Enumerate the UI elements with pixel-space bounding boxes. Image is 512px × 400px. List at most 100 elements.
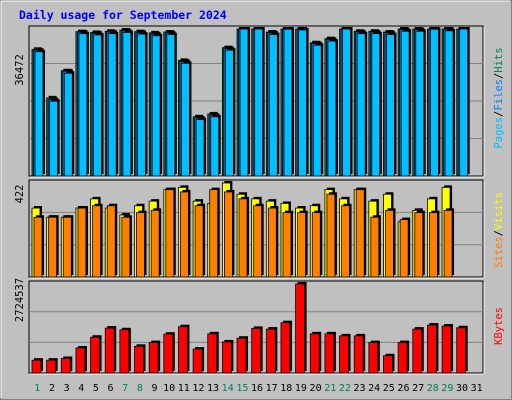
bar-pages-14 [224, 49, 234, 177]
bar-kbytes-5 [90, 336, 100, 374]
legend-panel-3: KBytes [493, 307, 505, 345]
bar-pages-26 [400, 30, 410, 177]
x-tick-label: 18 [280, 383, 292, 394]
legend-panel-2: Sites/Visits [493, 192, 505, 268]
bar-kbytes-27 [412, 328, 423, 374]
bar-sites-27 [414, 212, 424, 278]
bar-kbytes-1 [31, 359, 42, 374]
bar-sites-2 [48, 216, 58, 278]
bar-pages-30 [459, 28, 469, 177]
x-tick-label: 7 [122, 383, 128, 394]
bar-sites-24 [370, 216, 380, 278]
bar-pages-7 [122, 32, 132, 177]
bar-sites-29 [443, 209, 453, 278]
bar-pages-2 [49, 100, 59, 177]
x-tick-label: 28 [427, 383, 439, 394]
bar-kbytes-18 [280, 322, 291, 374]
bar-pages-19 [298, 29, 308, 177]
x-tick-label: 13 [207, 383, 219, 394]
bar-pages-28 [430, 28, 439, 177]
x-tick-label: 1 [34, 383, 40, 394]
bar-sites-6 [106, 205, 116, 278]
legend-pages: Pages [493, 117, 505, 149]
y-tick-label-panel-1: 36472 [14, 54, 26, 86]
bar-sites-15 [238, 198, 248, 278]
bar-kbytes-29 [441, 325, 452, 374]
bar-pages-17 [268, 34, 278, 177]
bar-kbytes-30 [456, 327, 467, 374]
bar-sites-26 [399, 219, 409, 278]
bar-sites-3 [62, 216, 72, 278]
bar-kbytes-3 [60, 358, 71, 374]
bar-pages-1 [34, 51, 44, 177]
bar-kbytes-19 [295, 283, 306, 374]
x-tick-label: 26 [397, 383, 409, 394]
bar-kbytes-9 [148, 342, 159, 374]
bar-pages-3 [63, 72, 73, 177]
legend-text: KBytes [493, 307, 505, 345]
bar-kbytes-13 [207, 333, 218, 374]
bar-sites-22 [341, 205, 350, 278]
bar-pages-29 [444, 30, 454, 177]
legend-sites: Sites [493, 236, 505, 268]
x-tick-label: 12 [192, 383, 204, 394]
x-tick-label: 2 [49, 383, 55, 394]
bar-sites-23 [355, 189, 365, 278]
bar-kbytes-15 [236, 337, 247, 374]
x-tick-label: 30 [456, 383, 468, 394]
bar-pages-6 [107, 33, 117, 177]
x-tick-label: 20 [310, 383, 322, 394]
x-tick-label: 21 [324, 383, 336, 394]
x-tick-label: 25 [383, 383, 395, 394]
bar-sites-11 [180, 191, 189, 278]
bar-pages-10 [166, 34, 176, 177]
x-tick-label: 4 [78, 383, 84, 394]
x-tick-label: 10 [163, 383, 175, 394]
y-tick-label-panel-3: 2724537 [14, 278, 26, 322]
bars [31, 27, 470, 374]
bar-kbytes-24 [368, 342, 379, 374]
bar-sites-19 [297, 212, 307, 278]
bar-sites-28 [429, 212, 438, 278]
bar-pages-12 [195, 119, 205, 177]
x-tick-label: 24 [368, 383, 380, 394]
y-tick-label-panel-2: 422 [14, 185, 26, 204]
bar-pages-20 [312, 44, 322, 177]
bar-kbytes-4 [75, 347, 86, 374]
x-tick-label: 5 [93, 383, 99, 394]
bar-pages-11 [181, 62, 190, 177]
bar-sites-9 [150, 209, 160, 278]
bar-sites-4 [77, 207, 87, 278]
bar-pages-5 [93, 34, 102, 177]
legend-separator: / [493, 230, 505, 236]
bar-sites-5 [92, 205, 101, 278]
bar-kbytes-12 [192, 348, 203, 374]
bar-kbytes-26 [397, 342, 408, 374]
x-tick-label: 19 [295, 383, 307, 394]
bar-kbytes-23 [353, 335, 364, 374]
x-tick-label: 8 [137, 383, 143, 394]
legend-text: Sites/Visits [493, 192, 505, 268]
bar-sites-14 [223, 191, 233, 278]
bar-kbytes-10 [163, 333, 174, 374]
bar-kbytes-28 [427, 324, 437, 374]
bar-kbytes-25 [383, 355, 393, 374]
bar-sites-12 [194, 205, 204, 278]
x-tick-label: 6 [108, 383, 114, 394]
bar-pages-9 [151, 35, 161, 177]
bar-kbytes-22 [339, 335, 349, 374]
bar-sites-17 [267, 207, 277, 278]
x-tick-label: 22 [339, 383, 351, 394]
x-tick-label: 9 [151, 383, 157, 394]
legend-visits: Visits [493, 192, 505, 230]
bar-kbytes-2 [46, 359, 57, 374]
bar-kbytes-17 [265, 328, 276, 374]
bar-kbytes-11 [178, 326, 188, 374]
x-tick-label: 29 [441, 383, 453, 394]
bar-sites-10 [165, 189, 175, 278]
x-tick-label: 31 [471, 383, 483, 394]
bar-pages-23 [356, 33, 366, 177]
chart-title: Daily usage for September 2024 [19, 8, 227, 22]
